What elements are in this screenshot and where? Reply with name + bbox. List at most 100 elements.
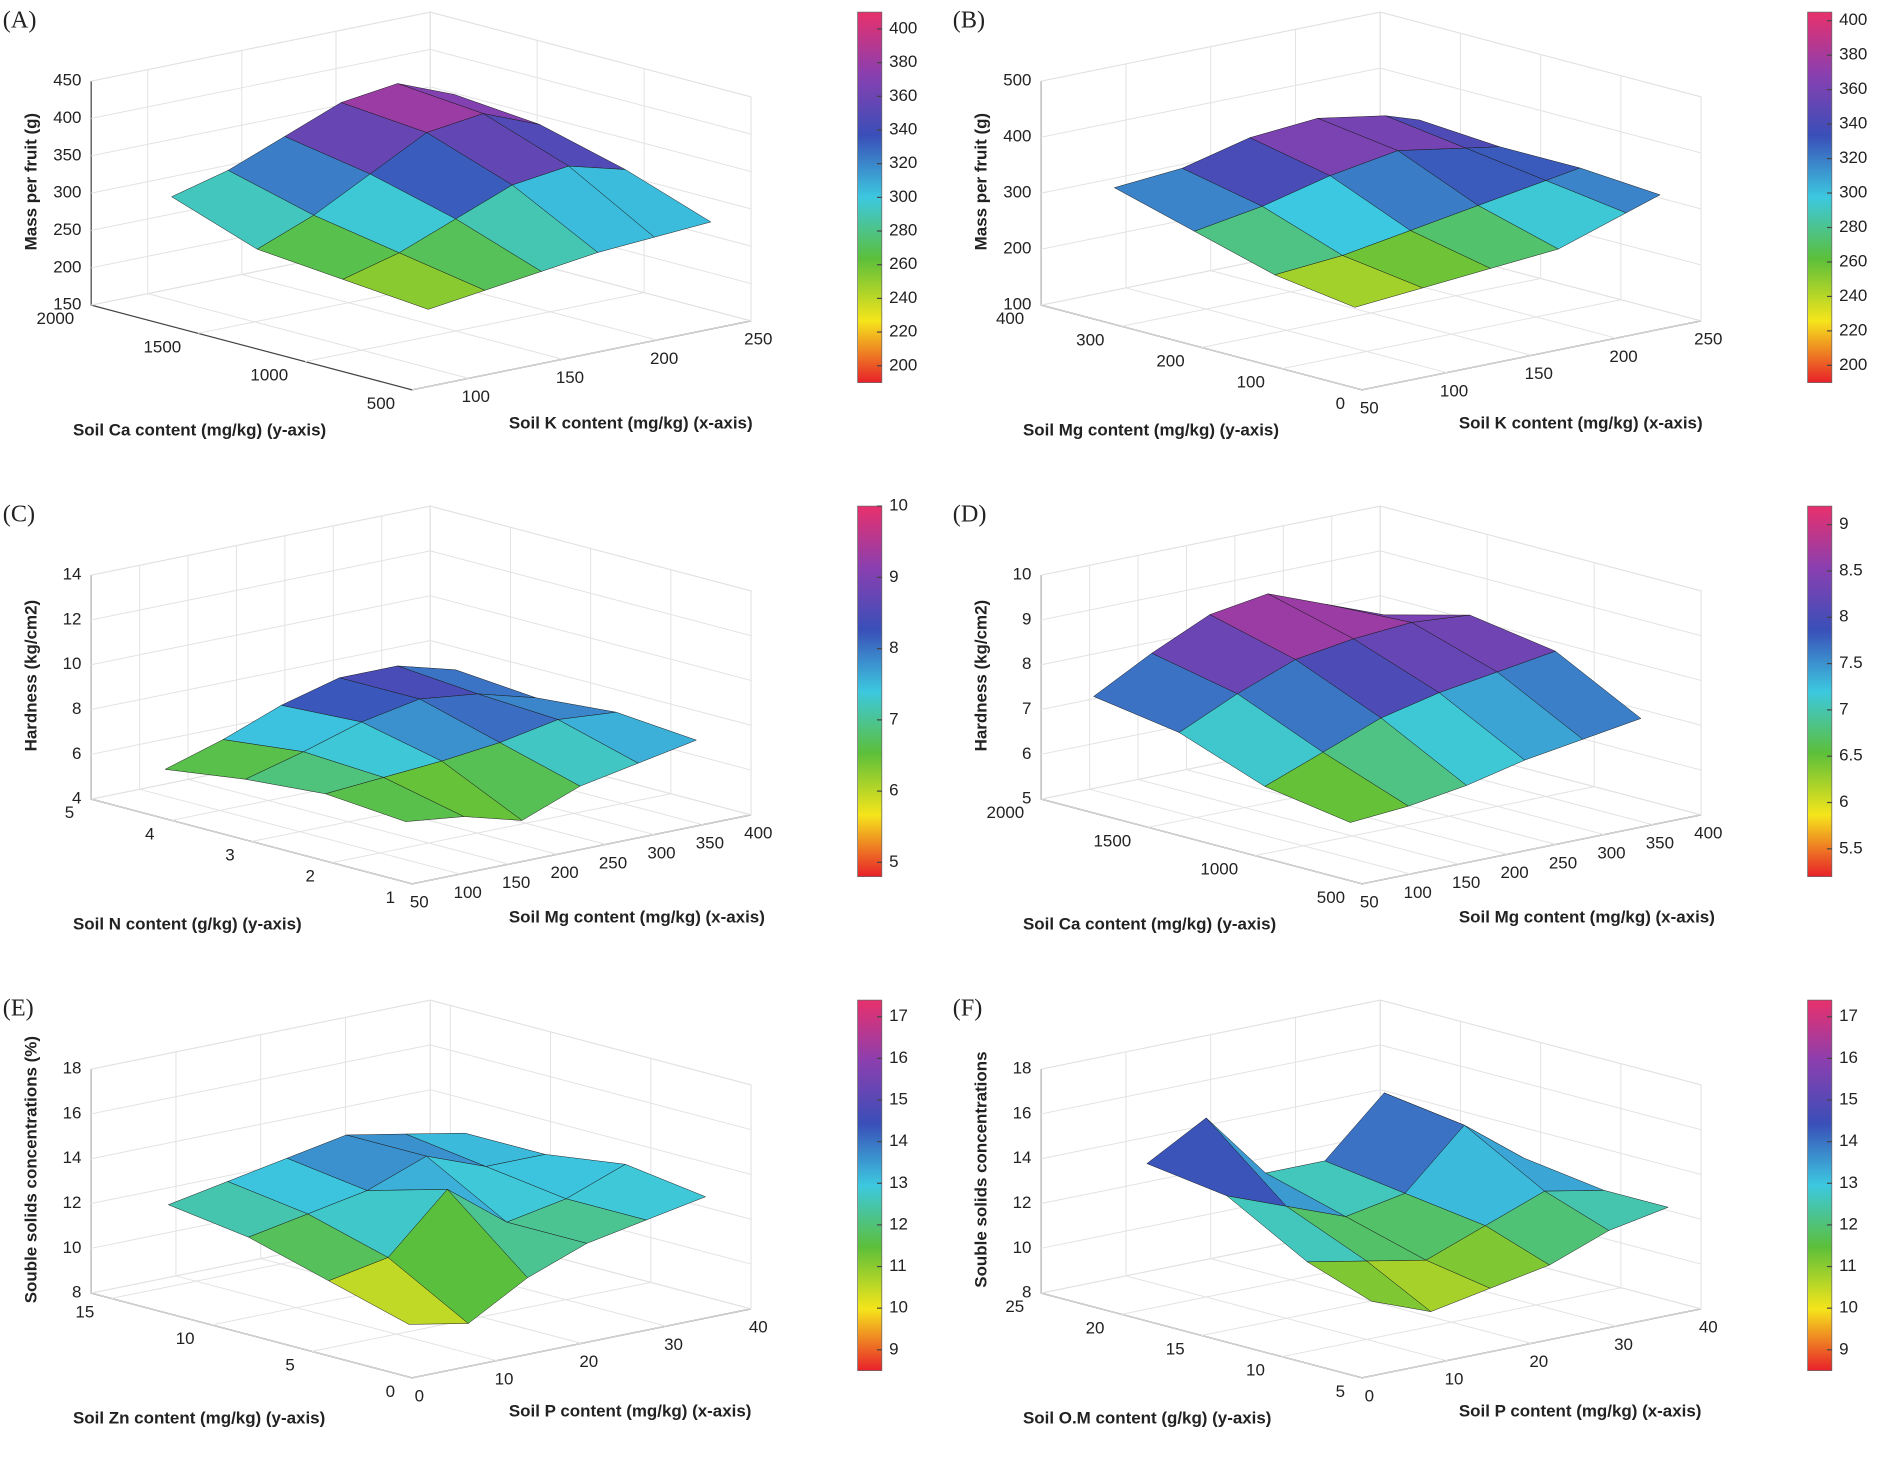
y-tick-label: 200 [1156, 352, 1184, 371]
x-axis-label: Soil K content (mg/kg) (x-axis) [1459, 413, 1703, 432]
colorbar-tick-label: 12 [889, 1214, 908, 1233]
colorbar-tick-label: 320 [1839, 148, 1867, 167]
x-tick-label: 250 [744, 330, 772, 349]
z-axis-label: Souble solids concentrations (%) [21, 1036, 40, 1303]
colorbar-tick-label: 360 [1839, 79, 1867, 98]
colorbar-tick-label: 16 [889, 1048, 908, 1067]
colorbar-tick-label: 360 [889, 86, 917, 105]
x-axis-label: Soil Mg content (mg/kg) (x-axis) [1459, 907, 1715, 926]
colorbar-tick-label: 15 [889, 1090, 908, 1109]
surface-patch [328, 1257, 469, 1325]
colorbar-tick-label: 12 [1839, 1214, 1858, 1233]
surface-patch [1306, 1260, 1431, 1312]
z-axis-label: Souble solids concentrations [971, 1052, 990, 1288]
y-tick-label: 0 [1336, 394, 1345, 413]
surface-patch [324, 777, 465, 822]
x-tick-label: 350 [696, 834, 724, 853]
x-tick-label: 150 [556, 368, 584, 387]
x-tick-label: 20 [1529, 1352, 1548, 1371]
grid-line [90, 575, 413, 885]
surface-patch [342, 252, 486, 310]
colorbar-tick-label: 200 [1839, 355, 1867, 374]
y-tick-label: 3 [225, 846, 234, 865]
x-tick-label: 30 [1614, 1335, 1633, 1354]
z-tick-label: 12 [63, 609, 82, 628]
surface-panel: 5010015020025030035040012345468101214567… [3, 496, 908, 934]
y-tick-label: 2000 [37, 309, 75, 328]
colorbar-tick-label: 220 [889, 322, 917, 341]
panel-label: (B) [953, 6, 985, 33]
z-tick-label: 16 [63, 1103, 82, 1122]
grid-line [91, 1044, 752, 1131]
colorbar-tick-label: 220 [1839, 320, 1867, 339]
z-tick-label: 250 [53, 220, 81, 239]
z-tick-label: 12 [1013, 1193, 1032, 1212]
z-tick-label: 14 [63, 1148, 82, 1167]
y-tick-label: 25 [1005, 1297, 1024, 1316]
x-tick-label: 100 [1404, 883, 1432, 902]
panel-label: (C) [3, 500, 35, 527]
y-tick-label: 100 [1237, 373, 1265, 392]
y-axis-label: Soil Ca content (mg/kg) (y-axis) [1023, 915, 1276, 934]
z-tick-label: 350 [53, 145, 81, 164]
y-tick-label: 5 [285, 1355, 294, 1374]
z-tick-label: 9 [1022, 609, 1031, 628]
colorbar-tick-label: 400 [889, 18, 917, 37]
colorbar-tick-label: 9 [1839, 1339, 1848, 1358]
x-tick-label: 400 [1694, 824, 1722, 843]
colorbar-tick-label: 8.5 [1839, 560, 1863, 579]
z-tick-label: 200 [53, 257, 81, 276]
colorbar-tick-label: 11 [889, 1256, 907, 1275]
panel-label: (F) [953, 994, 983, 1021]
grid-line [91, 1089, 752, 1175]
z-tick-label: 450 [53, 71, 81, 90]
colorbar-tick-label: 6 [889, 781, 898, 800]
colorbar-tick-label: 15 [1839, 1090, 1858, 1109]
x-tick-label: 250 [1549, 853, 1577, 872]
x-axis-label: Soil P content (mg/kg) (x-axis) [1459, 1401, 1701, 1420]
x-tick-label: 250 [1694, 330, 1722, 349]
z-tick-label: 16 [1013, 1103, 1032, 1122]
x-axis-label: Soil K content (mg/kg) (x-axis) [509, 413, 753, 432]
x-tick-label: 200 [1609, 347, 1637, 366]
colorbar-tick-label: 380 [1839, 45, 1867, 64]
y-tick-label: 4 [145, 824, 154, 843]
x-tick-label: 250 [599, 853, 627, 872]
z-tick-label: 18 [1013, 1059, 1032, 1078]
x-tick-label: 30 [664, 1335, 683, 1354]
colorbar-tick-label: 7.5 [1839, 653, 1863, 672]
colorbar-tick-label: 240 [889, 288, 917, 307]
z-tick-label: 18 [63, 1059, 82, 1078]
colorbar-tick-label: 11 [1839, 1256, 1857, 1275]
y-tick-label: 1500 [143, 337, 181, 356]
x-tick-label: 150 [1525, 364, 1553, 383]
colorbar-tick-label: 9 [889, 1339, 898, 1358]
x-tick-label: 150 [1452, 873, 1480, 892]
grid-line [1041, 67, 1702, 154]
z-tick-label: 150 [53, 295, 81, 314]
colorbar-tick-label: 5.5 [1839, 838, 1863, 857]
grid-line [91, 550, 752, 637]
x-tick-label: 50 [410, 893, 429, 912]
colorbar-tick-label: 9 [1839, 514, 1848, 533]
z-tick-label: 7 [1022, 699, 1031, 718]
y-tick-label: 15 [75, 1302, 94, 1321]
grid-line [1041, 595, 1702, 681]
colorbar-tick-label: 200 [889, 355, 917, 374]
z-tick-label: 10 [63, 1238, 82, 1257]
colorbar [1807, 11, 1833, 383]
colorbar [1807, 505, 1833, 877]
panel-label: (D) [953, 500, 987, 527]
x-tick-label: 350 [1646, 834, 1674, 853]
y-tick-label: 2 [305, 867, 314, 886]
grid-line [91, 505, 752, 592]
surface-patch [1264, 751, 1410, 823]
z-tick-label: 5 [1022, 789, 1031, 808]
colorbar-tick-label: 6 [1839, 792, 1848, 811]
z-tick-label: 300 [1003, 183, 1031, 202]
z-tick-label: 300 [53, 183, 81, 202]
colorbar-tick-label: 380 [889, 52, 917, 71]
y-axis-label: Soil Zn content (mg/kg) (y-axis) [73, 1409, 325, 1428]
